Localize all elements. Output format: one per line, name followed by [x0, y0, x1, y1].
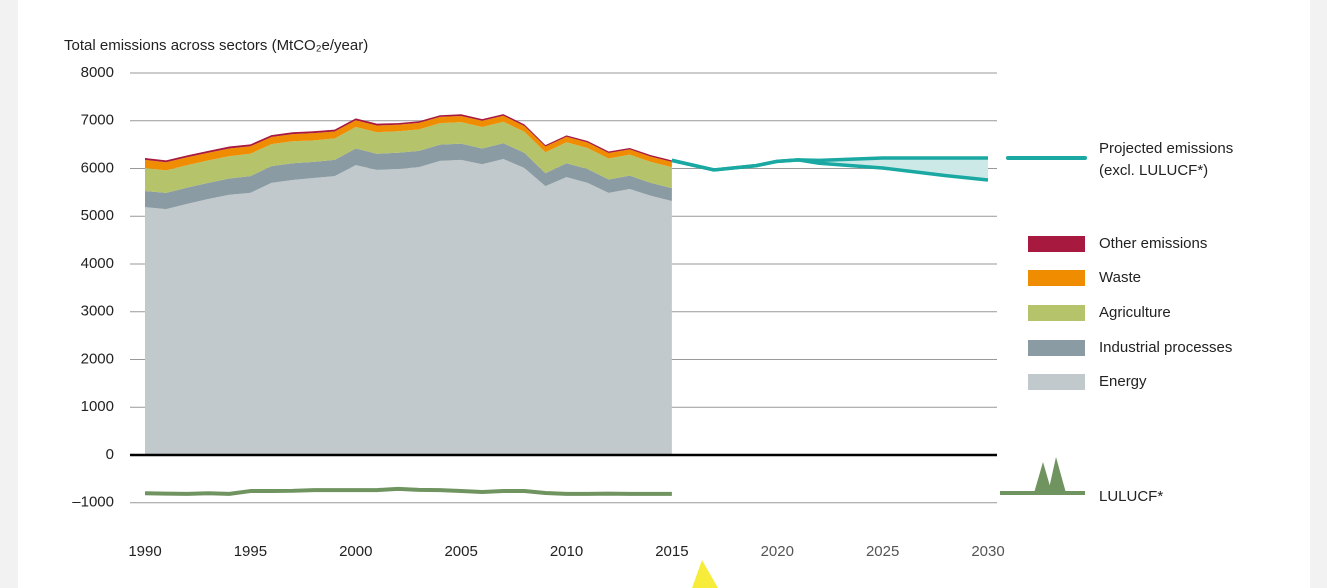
- x-tick-label: 2010: [550, 543, 583, 560]
- legend-label: LULUCF*: [1099, 488, 1163, 505]
- lulucf-line: [144, 486, 672, 496]
- y-axis-label: Total emissions across sectors (MtCO₂e/y…: [64, 37, 368, 54]
- legend-swatch: [1028, 305, 1085, 321]
- area-agriculture: [145, 121, 672, 193]
- y-tick-label: 3000: [81, 303, 114, 320]
- y-tick-label: 7000: [81, 112, 114, 129]
- legend-label-line: (excl. LULUCF*): [1099, 162, 1208, 179]
- area-energy: [145, 158, 672, 455]
- x-tick-label: 2025: [866, 543, 899, 560]
- legend-label: Other emissions: [1099, 235, 1207, 252]
- y-tick-label: 5000: [81, 207, 114, 224]
- x-tick-label: 2030: [971, 543, 1004, 560]
- projection-band: [671, 157, 988, 180]
- y-tick-label: 4000: [81, 255, 114, 272]
- x-tick-label: 2020: [761, 543, 794, 560]
- legend-label: Agriculture: [1099, 304, 1171, 321]
- y-tick-label: 0: [106, 446, 114, 463]
- x-tick-label: 2000: [339, 543, 372, 560]
- y-tick-label: 6000: [81, 159, 114, 176]
- legend-swatch: [1028, 236, 1085, 252]
- legend-swatch: [1028, 270, 1085, 286]
- area-waste: [145, 115, 672, 171]
- legend-label: Industrial processes: [1099, 339, 1232, 356]
- pointer: [692, 560, 718, 588]
- legend-swatch: [1028, 340, 1085, 356]
- x-tick-label: 1990: [128, 543, 161, 560]
- y-tick-label: 8000: [81, 64, 114, 81]
- legend-label: Projected emissions (excl. LULUCF*): [1099, 140, 1233, 179]
- y-tick-label: 1000: [81, 398, 114, 415]
- y-tick-label: –1000: [72, 494, 114, 511]
- legend-label-line: Projected emissions: [1099, 140, 1233, 157]
- projection-line: [671, 158, 989, 182]
- x-tick-label: 1995: [234, 543, 267, 560]
- legend-label: Waste: [1099, 269, 1141, 286]
- x-tick-label: 2005: [444, 543, 477, 560]
- tree-icon: [1048, 457, 1066, 493]
- legend-label: Energy: [1099, 373, 1147, 390]
- x-tick-label: 2015: [655, 543, 688, 560]
- y-tick-label: 2000: [81, 350, 114, 367]
- area-other-emissions: [145, 114, 672, 163]
- tree-icon: [1034, 462, 1052, 493]
- legend-swatch: [1028, 374, 1085, 390]
